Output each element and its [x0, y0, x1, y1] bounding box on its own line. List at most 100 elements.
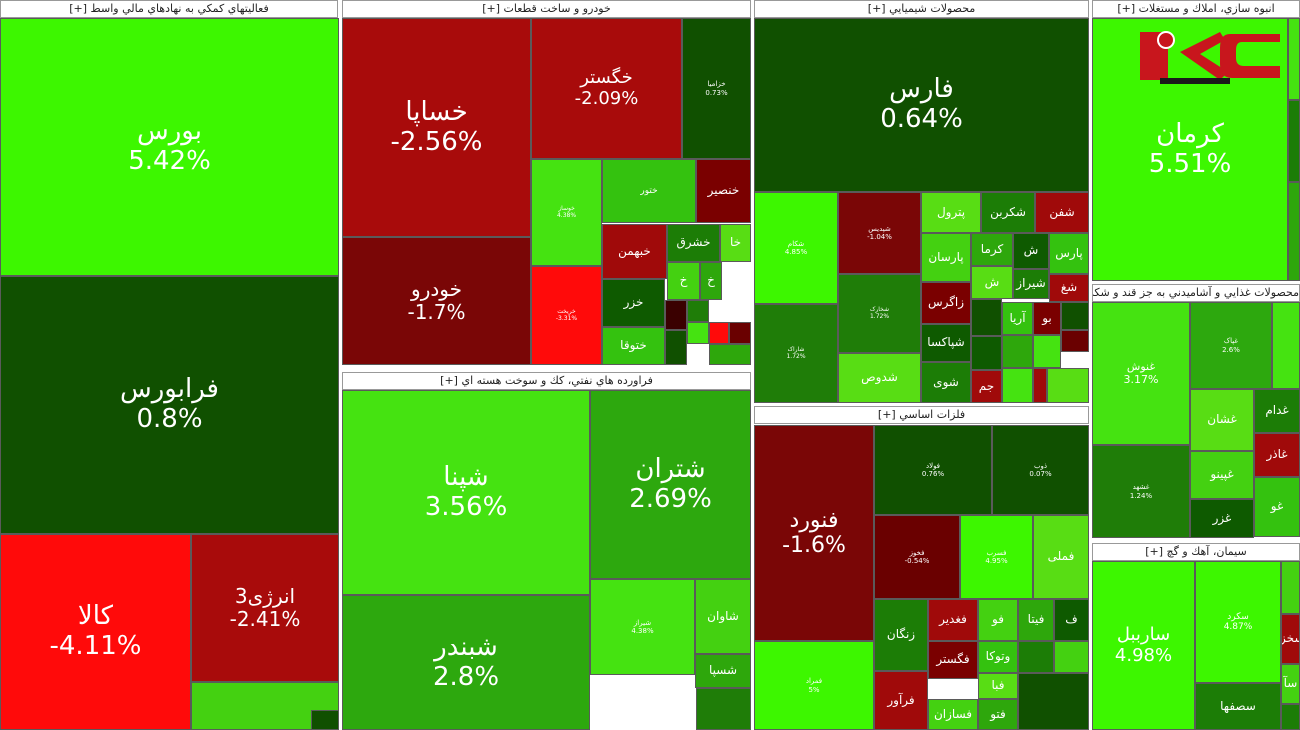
stock-tile[interactable]: فخوز -0.54% — [874, 515, 960, 599]
stock-tile[interactable]: سآ — [1281, 664, 1300, 704]
stock-tile[interactable]: شکام 4.85% — [754, 192, 838, 304]
stock-tile[interactable]: جم — [971, 370, 1002, 403]
stock-tile[interactable]: شتران 2.69% — [590, 390, 751, 579]
stock-tile[interactable]: خا — [720, 224, 751, 262]
stock-tile[interactable]: شخارک 1.72% — [838, 274, 921, 353]
sector-header[interactable]: محصولات شيميايي [+] — [754, 0, 1089, 18]
stock-tile[interactable]: غنوش 3.17% — [1092, 302, 1190, 445]
stock-tile[interactable]: انرژی3 -2.41% — [191, 534, 339, 682]
sector-header[interactable]: محصولات غذايي و آشاميدني به جز قند و شكر… — [1092, 284, 1300, 302]
stock-tile-small[interactable] — [1061, 302, 1089, 330]
sector-header[interactable]: فعاليتهاي كمكي به نهادهاي مالي واسط [+] — [0, 0, 338, 18]
stock-tile-small[interactable] — [696, 688, 751, 730]
stock-tile[interactable]: غپینو — [1190, 451, 1254, 499]
stock-tile[interactable]: شیراز 4.38% — [590, 579, 695, 675]
stock-tile[interactable]: آریا — [1002, 302, 1033, 335]
stock-tile[interactable]: خ — [700, 262, 722, 300]
stock-tile-small[interactable] — [1033, 368, 1047, 403]
stock-tile[interactable]: خشرق — [667, 224, 720, 262]
stock-tile-small[interactable] — [1018, 641, 1054, 673]
stock-tile[interactable]: غاذر — [1254, 433, 1300, 477]
stock-tile[interactable]: فتو — [978, 699, 1018, 730]
stock-tile[interactable]: خنصیر — [696, 159, 751, 223]
stock-tile[interactable]: شپاکسا — [921, 324, 971, 362]
stock-tile[interactable]: فرآور — [874, 671, 928, 730]
stock-tile-small[interactable] — [1002, 368, 1033, 403]
stock-tile[interactable]: خزامیا 0.73% — [682, 18, 751, 159]
stock-tile-small[interactable] — [1272, 302, 1300, 389]
stock-tile[interactable]: خ — [667, 262, 700, 300]
stock-tile[interactable]: فمراد 5% — [754, 641, 874, 730]
stock-tile[interactable]: پارس — [1049, 233, 1089, 274]
stock-tile[interactable]: خبهمن — [602, 224, 667, 279]
stock-tile[interactable]: فسرب 4.95% — [960, 515, 1033, 599]
sector-header[interactable]: فراورده هاي نفتي، كك و سوخت هسته اي [+] — [342, 372, 751, 390]
stock-tile[interactable]: ف — [1054, 599, 1089, 641]
stock-tile-small[interactable] — [665, 300, 687, 330]
stock-tile-small[interactable] — [971, 299, 1002, 336]
stock-tile[interactable]: شیراز — [1013, 269, 1049, 299]
stock-tile[interactable]: بورس 5.42% — [0, 18, 339, 276]
stock-tile[interactable]: کرمان 5.51% — [1092, 18, 1288, 281]
stock-tile[interactable]: پارسان — [921, 233, 971, 282]
stock-tile-small[interactable] — [665, 330, 687, 365]
stock-tile[interactable]: شوی — [921, 362, 971, 403]
stock-tile[interactable]: خودرو -1.7% — [342, 237, 531, 365]
stock-tile[interactable]: ختوقا — [602, 327, 665, 365]
stock-tile[interactable]: غو — [1254, 477, 1300, 537]
stock-tile[interactable]: فارس 0.64% — [754, 18, 1089, 192]
stock-tile-small[interactable] — [687, 300, 709, 322]
stock-tile-small[interactable] — [1288, 182, 1300, 281]
stock-tile[interactable]: خریخت -3.31% — [531, 266, 602, 365]
stock-tile-small[interactable] — [311, 710, 339, 730]
stock-tile[interactable]: فنورد -1.6% — [754, 425, 874, 641]
stock-tile-small[interactable] — [1061, 330, 1089, 352]
stock-tile-small[interactable] — [1288, 100, 1300, 182]
sector-header[interactable]: انبوه سازي، املاك و مستغلات [+] — [1092, 0, 1300, 18]
stock-tile[interactable]: خساپا -2.56% — [342, 18, 531, 237]
stock-tile[interactable]: فرابورس 0.8% — [0, 276, 339, 534]
stock-tile-small[interactable] — [1281, 561, 1300, 614]
stock-tile-small[interactable] — [1018, 673, 1089, 730]
stock-tile[interactable]: شفن — [1035, 192, 1089, 233]
stock-tile[interactable]: شسپا — [695, 654, 751, 688]
stock-tile[interactable]: غشهد 1.24% — [1092, 445, 1190, 538]
stock-tile[interactable]: بو — [1033, 302, 1061, 335]
stock-tile-small[interactable] — [729, 322, 751, 344]
stock-tile[interactable]: ذوب 0.07% — [992, 425, 1089, 515]
stock-tile[interactable]: کالا -4.11% — [0, 534, 191, 730]
stock-tile[interactable]: خگستر -2.09% — [531, 18, 682, 159]
stock-tile-small[interactable] — [1288, 18, 1300, 100]
stock-tile-small[interactable] — [1033, 335, 1061, 368]
sector-header[interactable]: خودرو و ساخت قطعات [+] — [342, 0, 751, 18]
stock-tile-small[interactable] — [709, 344, 751, 365]
stock-tile[interactable]: ش — [1013, 233, 1049, 269]
stock-tile[interactable]: فبا — [978, 673, 1018, 699]
stock-tile[interactable]: شپدیس -1.04% — [838, 192, 921, 274]
stock-tile-small[interactable] — [1281, 704, 1300, 730]
stock-tile[interactable]: سخزا — [1281, 614, 1300, 664]
stock-tile[interactable]: کرما — [971, 233, 1013, 266]
stock-tile[interactable]: شغ — [1049, 274, 1089, 302]
stock-tile[interactable]: ختور — [602, 159, 696, 223]
stock-tile[interactable]: فملی — [1033, 515, 1089, 599]
stock-tile[interactable]: فو — [978, 599, 1018, 641]
stock-tile-small[interactable] — [1002, 335, 1033, 368]
stock-tile[interactable]: غدام — [1254, 389, 1300, 433]
stock-tile[interactable]: فیتا — [1018, 599, 1054, 641]
stock-tile[interactable]: وتوکا — [978, 641, 1018, 673]
stock-tile[interactable]: شکربن — [981, 192, 1035, 233]
stock-tile[interactable]: زنگان — [874, 599, 928, 671]
stock-tile[interactable]: فغدیر — [928, 599, 978, 641]
stock-tile-small[interactable] — [709, 322, 729, 344]
stock-tile[interactable]: شبندر 2.8% — [342, 595, 590, 730]
stock-tile[interactable]: ش — [971, 266, 1013, 299]
stock-tile[interactable]: فسازان — [928, 699, 978, 730]
stock-tile[interactable]: شاوان — [695, 579, 751, 654]
stock-tile-small[interactable] — [1047, 368, 1089, 403]
stock-tile[interactable]: زاگرس — [921, 282, 971, 324]
stock-tile[interactable]: شاراک 1.72% — [754, 304, 838, 403]
stock-tile[interactable]: خوساز 4.38% — [531, 159, 602, 266]
stock-tile[interactable]: غزر — [1190, 499, 1254, 538]
stock-tile[interactable]: خزر — [602, 279, 665, 327]
